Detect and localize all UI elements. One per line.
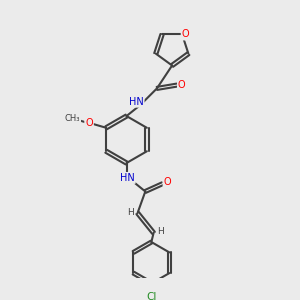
Text: HN: HN	[129, 97, 144, 107]
Text: CH₃: CH₃	[65, 114, 80, 123]
Text: O: O	[182, 29, 189, 40]
Text: Cl: Cl	[146, 292, 157, 300]
Text: HN: HN	[120, 173, 135, 183]
Text: O: O	[85, 118, 93, 128]
Text: O: O	[178, 80, 186, 90]
Text: H: H	[157, 227, 164, 236]
Text: O: O	[164, 177, 171, 187]
Text: H: H	[128, 208, 134, 217]
